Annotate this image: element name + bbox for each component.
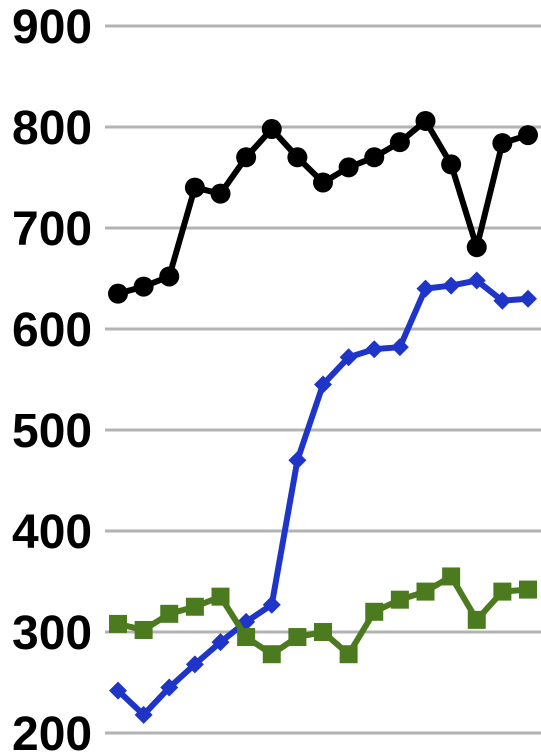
data-point <box>441 154 462 175</box>
data-point <box>519 580 537 599</box>
data-point <box>262 595 281 614</box>
data-point <box>467 610 486 629</box>
y-axis-tick-labels: 900 800 700 600 500 400 300 200 <box>12 1 92 755</box>
series-1 <box>108 110 538 304</box>
y-tick-label: 600 <box>12 304 92 357</box>
series-2 <box>109 271 537 724</box>
data-point <box>314 623 332 641</box>
data-point <box>416 279 435 298</box>
series-lines <box>108 110 538 724</box>
data-point <box>287 147 308 168</box>
data-point <box>442 567 461 586</box>
data-point <box>442 276 461 295</box>
data-point <box>134 705 153 724</box>
data-point <box>262 645 281 664</box>
data-point <box>184 177 205 198</box>
y-tick-label: 500 <box>12 405 92 458</box>
data-point <box>314 375 332 394</box>
y-tick-label: 400 <box>12 506 92 559</box>
data-point <box>519 289 537 308</box>
series-line <box>115 117 531 297</box>
data-point <box>288 451 307 470</box>
data-point <box>134 620 153 639</box>
data-point <box>261 119 282 140</box>
data-point <box>210 183 231 204</box>
data-point <box>160 678 179 697</box>
data-point <box>365 340 384 359</box>
data-point <box>493 582 512 601</box>
grid-lines <box>105 24 541 735</box>
data-point <box>518 125 538 146</box>
data-point <box>109 614 127 633</box>
data-point <box>109 681 127 700</box>
data-point <box>364 147 385 168</box>
data-point <box>415 110 436 131</box>
data-point <box>339 645 358 664</box>
data-point <box>466 237 487 258</box>
data-point <box>365 602 384 621</box>
series-3 <box>109 567 537 664</box>
y-tick-label: 200 <box>12 708 92 755</box>
y-tick-label: 300 <box>12 607 92 660</box>
data-point <box>133 276 154 297</box>
data-point <box>108 283 128 304</box>
data-point <box>339 348 358 367</box>
data-point <box>338 157 359 178</box>
data-point <box>159 266 180 287</box>
data-point <box>492 133 513 154</box>
y-tick-label: 800 <box>12 102 92 155</box>
data-point <box>288 628 307 647</box>
data-point <box>493 291 512 310</box>
data-point <box>211 587 230 606</box>
data-point <box>160 604 179 623</box>
data-point <box>185 655 204 674</box>
series-line <box>115 277 531 718</box>
data-point <box>237 628 256 647</box>
data-point <box>211 633 230 652</box>
data-point <box>313 172 333 193</box>
data-point <box>389 132 410 153</box>
data-point <box>390 338 409 357</box>
data-point <box>416 582 435 601</box>
data-point <box>185 597 204 616</box>
data-point <box>236 147 257 168</box>
series-line <box>115 573 531 658</box>
y-tick-label: 900 <box>12 1 92 54</box>
data-point <box>467 271 486 290</box>
y-tick-label: 700 <box>12 203 92 256</box>
data-point <box>390 590 409 609</box>
